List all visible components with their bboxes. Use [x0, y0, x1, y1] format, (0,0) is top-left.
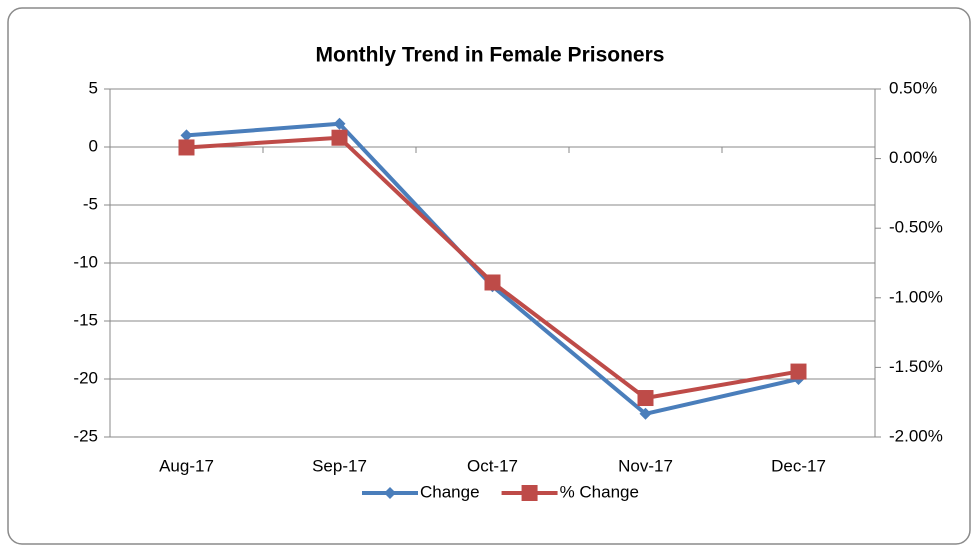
y2-tick-label: -0.50%	[889, 218, 943, 237]
legend-label: % Change	[560, 482, 639, 501]
y-tick-label: -5	[83, 194, 98, 213]
y2-tick-label: 0.00%	[889, 148, 937, 167]
y2-tick-label: -1.00%	[889, 287, 943, 306]
data-point	[484, 274, 501, 291]
x-tick-label: Aug-17	[159, 456, 214, 475]
y-tick-label: -15	[73, 310, 98, 329]
y-tick-label: -25	[73, 426, 98, 445]
data-point	[180, 129, 193, 142]
x-tick-label: Oct-17	[467, 456, 518, 475]
y-tick-label: -10	[73, 252, 98, 271]
y2-tick-label: 0.50%	[889, 78, 937, 97]
data-point	[333, 117, 346, 130]
y-tick-label: -20	[73, 368, 98, 387]
y2-tick-label: -1.50%	[889, 357, 943, 376]
data-point	[331, 129, 348, 146]
y-tick-label: 5	[89, 78, 98, 97]
legend-marker	[521, 485, 538, 501]
y2-tick-label: -2.00%	[889, 426, 943, 445]
y-tick-label: 0	[89, 136, 98, 155]
legend-label: Change	[420, 482, 480, 501]
x-tick-label: Nov-17	[618, 456, 673, 475]
x-tick-label: Dec-17	[771, 456, 826, 475]
data-point	[637, 390, 654, 407]
x-tick-label: Sep-17	[312, 456, 367, 475]
data-point	[178, 139, 195, 156]
legend-marker	[384, 487, 396, 499]
data-point	[790, 363, 807, 380]
data-point	[639, 407, 652, 420]
chart-title: Monthly Trend in Female Prisoners	[316, 44, 665, 67]
